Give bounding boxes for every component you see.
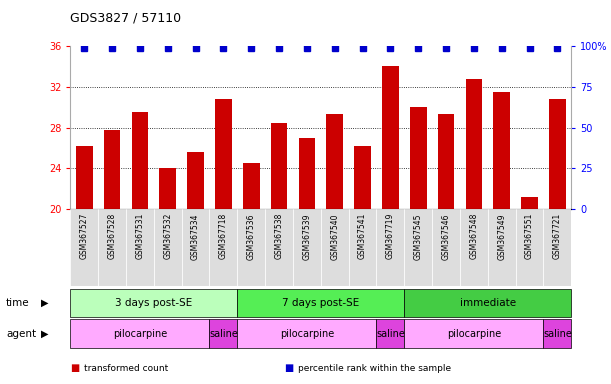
Bar <box>354 146 371 209</box>
Text: GSM367538: GSM367538 <box>274 213 284 260</box>
Bar <box>104 130 120 209</box>
Bar <box>215 99 232 209</box>
Text: transformed count: transformed count <box>84 364 168 373</box>
Text: GSM367548: GSM367548 <box>469 213 478 260</box>
Bar <box>549 99 566 209</box>
Text: pilocarpine: pilocarpine <box>112 328 167 339</box>
Bar <box>460 209 488 286</box>
Text: immediate: immediate <box>459 298 516 308</box>
Bar <box>326 114 343 209</box>
Bar <box>131 113 148 209</box>
Text: ▶: ▶ <box>41 328 48 339</box>
Bar <box>271 122 287 209</box>
Bar <box>76 146 92 209</box>
Bar <box>432 209 460 286</box>
Bar <box>126 209 154 286</box>
Bar <box>70 209 98 286</box>
Bar <box>293 209 321 286</box>
Bar <box>210 209 237 286</box>
Text: 7 days post-SE: 7 days post-SE <box>282 298 359 308</box>
Text: saline: saline <box>376 328 405 339</box>
Text: 3 days post-SE: 3 days post-SE <box>115 298 192 308</box>
Bar <box>488 209 516 286</box>
Bar <box>243 163 260 209</box>
Text: percentile rank within the sample: percentile rank within the sample <box>298 364 451 373</box>
Text: GSM367532: GSM367532 <box>163 213 172 260</box>
Bar <box>187 152 204 209</box>
Text: GSM367528: GSM367528 <box>108 213 117 259</box>
Text: ▶: ▶ <box>41 298 48 308</box>
Text: pilocarpine: pilocarpine <box>280 328 334 339</box>
Bar <box>521 197 538 209</box>
Text: GSM367534: GSM367534 <box>191 213 200 260</box>
Text: GSM367721: GSM367721 <box>553 213 562 259</box>
Text: GSM367546: GSM367546 <box>442 213 450 260</box>
Text: GSM367541: GSM367541 <box>358 213 367 260</box>
Text: GSM367549: GSM367549 <box>497 213 506 260</box>
Bar <box>376 209 404 286</box>
Bar <box>466 79 482 209</box>
Text: pilocarpine: pilocarpine <box>447 328 501 339</box>
Text: ■: ■ <box>70 363 79 373</box>
Text: GSM367545: GSM367545 <box>414 213 423 260</box>
Bar <box>299 138 315 209</box>
Bar <box>543 209 571 286</box>
Bar <box>349 209 376 286</box>
Text: agent: agent <box>6 328 36 339</box>
Text: GSM367539: GSM367539 <box>302 213 312 260</box>
Text: GSM367531: GSM367531 <box>136 213 144 260</box>
Bar <box>154 209 181 286</box>
Bar <box>321 209 349 286</box>
Bar <box>98 209 126 286</box>
Text: GSM367540: GSM367540 <box>330 213 339 260</box>
Text: GSM367536: GSM367536 <box>247 213 255 260</box>
Bar <box>410 107 426 209</box>
Text: saline: saline <box>209 328 238 339</box>
Bar <box>265 209 293 286</box>
Bar <box>437 114 455 209</box>
Bar <box>181 209 210 286</box>
Text: GSM367527: GSM367527 <box>79 213 89 260</box>
Bar <box>237 209 265 286</box>
Bar <box>382 66 399 209</box>
Text: GSM367719: GSM367719 <box>386 213 395 260</box>
Text: time: time <box>6 298 30 308</box>
Bar <box>159 169 176 209</box>
Text: GSM367551: GSM367551 <box>525 213 534 260</box>
Bar <box>516 209 543 286</box>
Text: saline: saline <box>543 328 572 339</box>
Text: GSM367718: GSM367718 <box>219 213 228 259</box>
Bar <box>493 92 510 209</box>
Text: ■: ■ <box>284 363 293 373</box>
Bar <box>404 209 432 286</box>
Text: GDS3827 / 57110: GDS3827 / 57110 <box>70 12 181 25</box>
